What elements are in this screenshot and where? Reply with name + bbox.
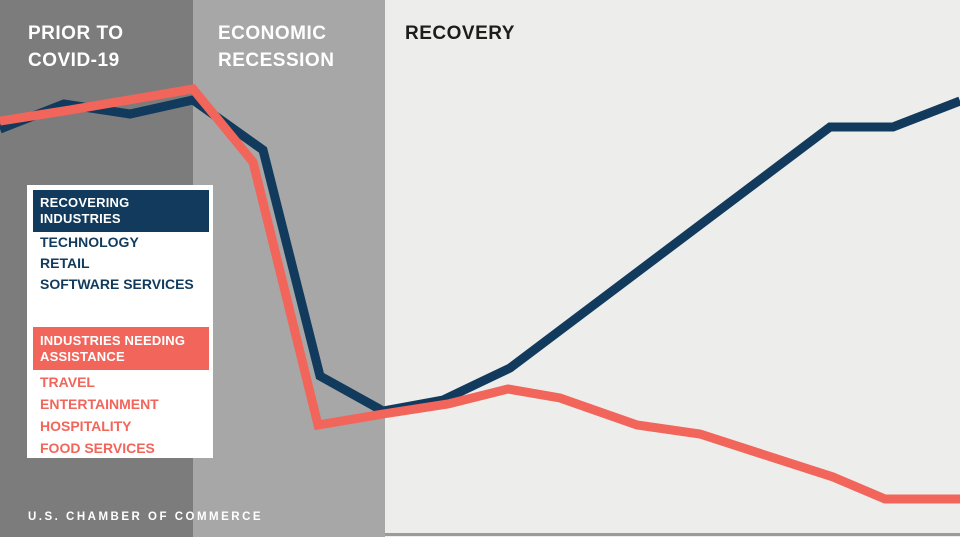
bottom-white-strip [0, 537, 960, 540]
chart-bottom-rule [385, 533, 960, 536]
legend-header-recovering-industries: RECOVERING INDUSTRIES [33, 190, 209, 232]
phase-label-0: PRIOR TO COVID-19 [28, 23, 124, 71]
legend-header-line: ASSISTANCE [40, 348, 125, 364]
legend-header-industries-needing-assistance: INDUSTRIES NEEDING ASSISTANCE [33, 327, 209, 370]
legend-item: FOOD SERVICES [40, 440, 155, 456]
recovering-industries-line [0, 95, 960, 416]
legend-item: SOFTWARE SERVICES [40, 276, 194, 292]
source-attribution: U.S. CHAMBER OF COMMERCE [28, 511, 264, 523]
legend-items-needing-assistance: TRAVEL ENTERTAINMENT HOSPITALITY FOOD SE… [40, 371, 159, 459]
legend-item: RETAIL [40, 255, 90, 271]
legend-item: TECHNOLOGY [40, 234, 139, 250]
phase-band-2: RECOVERY [385, 0, 960, 537]
legend-item: TRAVEL [40, 374, 95, 390]
legend-item: HOSPITALITY [40, 418, 132, 434]
industries-needing-assistance-line [0, 84, 960, 504]
legend-header-line: RECOVERING [40, 195, 130, 210]
legend-item: ENTERTAINMENT [40, 396, 159, 412]
legend-items-recovering: TECHNOLOGY RETAIL SOFTWARE SERVICES [40, 232, 194, 295]
phase-label-1: ECONOMIC RECESSION [218, 23, 335, 71]
phase-label-2: RECOVERY [405, 23, 515, 44]
legend-header-line: INDUSTRIES [40, 211, 121, 226]
legend-header-line: INDUSTRIES NEEDING [40, 332, 186, 348]
legend: RECOVERING INDUSTRIES TECHNOLOGY RETAIL … [27, 185, 213, 458]
